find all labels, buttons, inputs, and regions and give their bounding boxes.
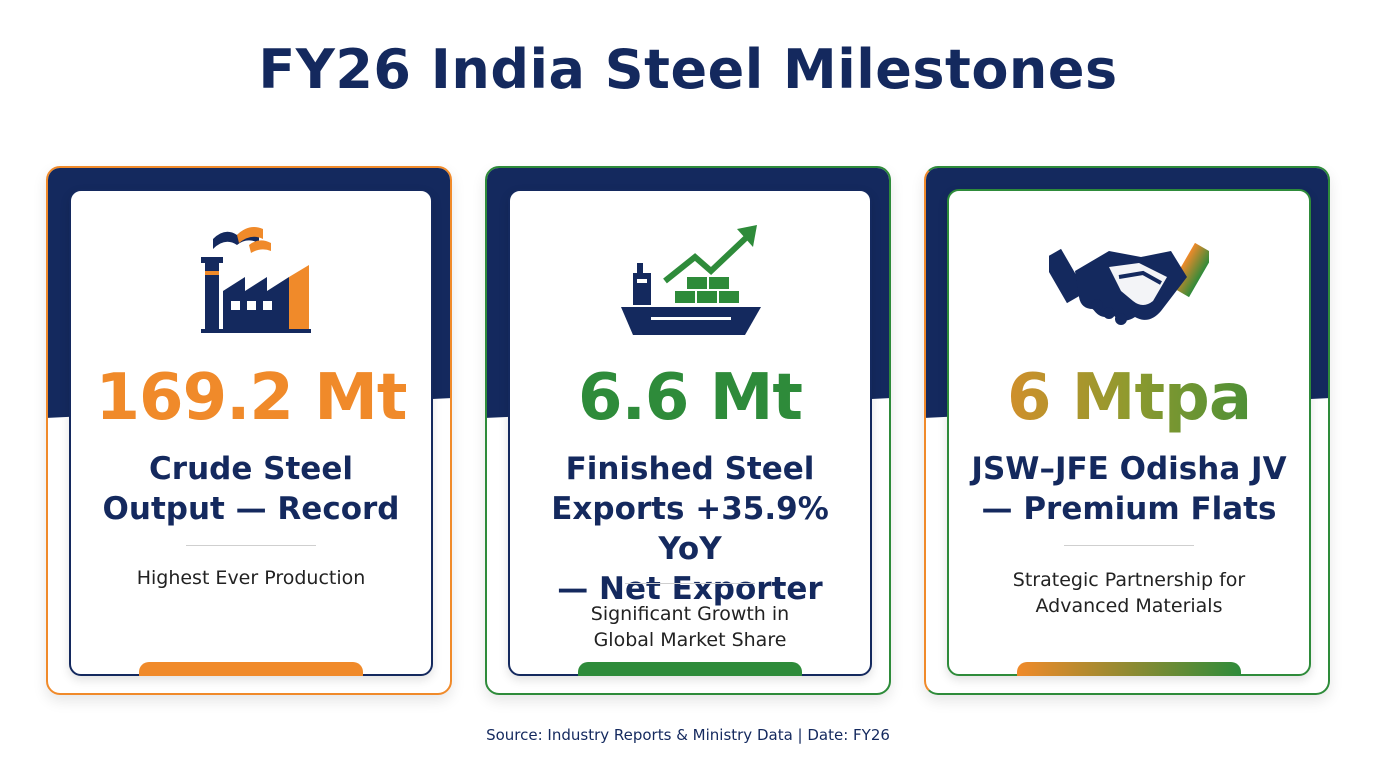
card-jsw-jfe-jv: 6 Mtpa JSW–JFE Odisha JV — Premium Flats… xyxy=(924,166,1330,695)
card-label: Crude Steel Output — Record xyxy=(102,451,400,527)
source-footnote: Source: Industry Reports & Ministry Data… xyxy=(486,726,890,744)
card-accent-bar xyxy=(578,662,802,676)
handshake-icon xyxy=(949,221,1309,341)
card-divider xyxy=(625,583,755,584)
card-inner-panel: 169.2 Mt Crude Steel Output — Record Hig… xyxy=(69,189,433,676)
card-accent-bar xyxy=(139,662,363,676)
cargo-ship-growth-icon xyxy=(510,221,870,341)
card-label: JSW–JFE Odisha JV — Premium Flats xyxy=(971,451,1287,527)
page-title: FY26 India Steel Milestones xyxy=(258,38,1118,101)
factory-icon xyxy=(71,221,431,341)
card-finished-steel-exports: 6.6 Mt Finished Steel Exports +35.9% YoY… xyxy=(485,166,891,695)
card-value: 6.6 Mt xyxy=(578,361,803,435)
card-value: 169.2 Mt xyxy=(95,361,408,435)
card-label: Finished Steel Exports +35.9% YoY — Net … xyxy=(551,451,829,607)
card-description: Strategic Partnership for Advanced Mater… xyxy=(1012,569,1246,617)
card-description: Significant Growth in Global Market Shar… xyxy=(590,603,790,651)
card-value: 6 Mtpa xyxy=(949,361,1309,435)
card-crude-steel: 169.2 Mt Crude Steel Output — Record Hig… xyxy=(46,166,452,695)
card-divider xyxy=(1064,545,1194,546)
card-inner-panel: 6 Mtpa JSW–JFE Odisha JV — Premium Flats… xyxy=(947,189,1311,676)
card-description: Highest Ever Production xyxy=(136,567,366,589)
card-accent-bar xyxy=(1017,662,1241,676)
card-inner-panel: 6.6 Mt Finished Steel Exports +35.9% YoY… xyxy=(508,189,872,676)
card-divider xyxy=(186,545,316,546)
